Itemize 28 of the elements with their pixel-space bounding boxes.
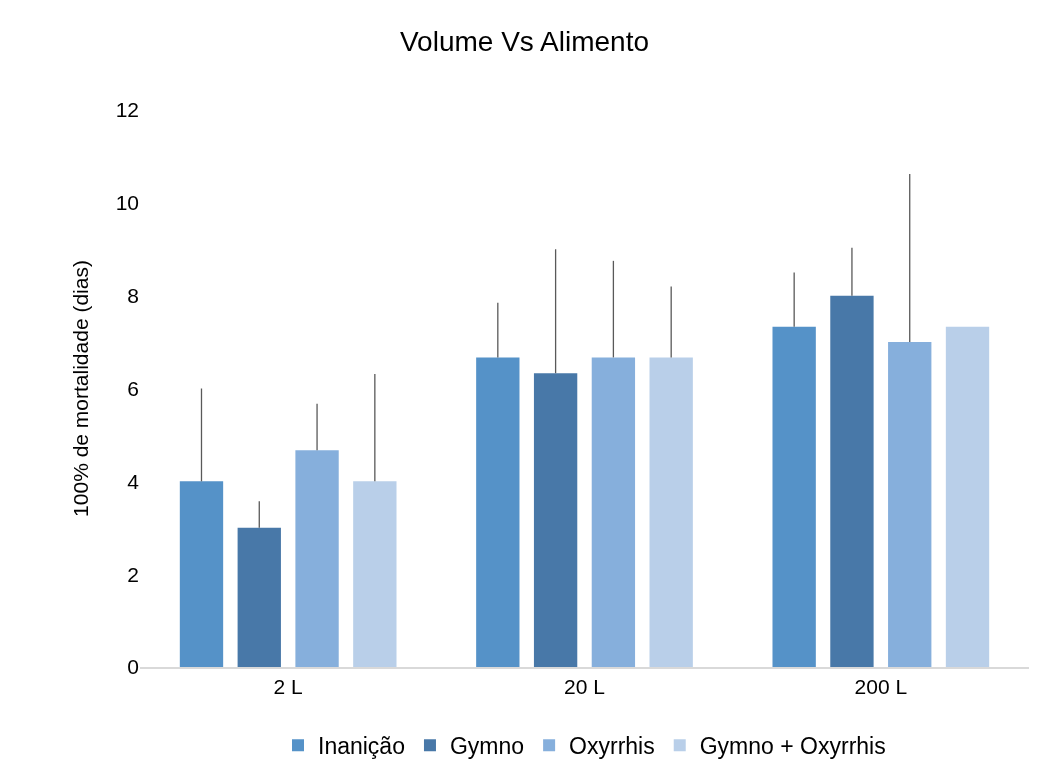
y-tick-label: 4 <box>127 469 140 493</box>
legend-label: Inanição <box>318 733 405 760</box>
chart-title: Volume Vs Alimento <box>399 25 650 57</box>
bar <box>237 527 281 667</box>
x-tick-label: 20 L <box>564 674 605 698</box>
legend-label: Gymno <box>449 733 525 760</box>
y-axis-title: 100% de mortalidade (dias) <box>69 260 92 517</box>
legend-label: Oxyrrhis <box>569 733 655 760</box>
y-tick-label: 2 <box>127 562 139 586</box>
bar <box>945 326 990 667</box>
bar <box>353 481 397 667</box>
bar <box>591 357 636 667</box>
bar <box>295 450 339 667</box>
x-tick-label: 2 L <box>273 674 303 698</box>
bar <box>888 342 932 667</box>
y-tick-label: 12 <box>115 98 139 122</box>
y-tick-label: 10 <box>115 191 139 215</box>
bar <box>179 481 224 667</box>
x-tick-label: 200 L <box>854 674 908 698</box>
bar <box>476 357 520 667</box>
y-tick-label: 6 <box>127 376 139 400</box>
bar <box>533 373 578 667</box>
bar <box>830 295 874 667</box>
y-tick-label: 8 <box>127 284 139 308</box>
y-tick-label: 0 <box>127 655 139 679</box>
bar <box>772 326 816 667</box>
legend-label: Gymno + Oxyrrhis <box>699 733 886 760</box>
bar <box>649 357 693 667</box>
